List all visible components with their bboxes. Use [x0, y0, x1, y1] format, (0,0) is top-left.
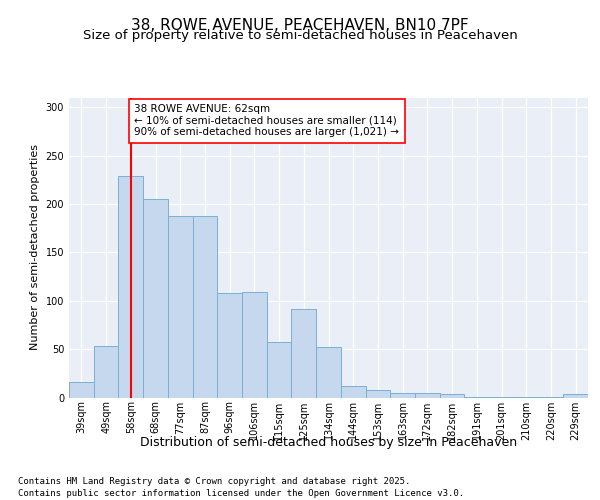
Bar: [464, 396, 489, 398]
Bar: [563, 394, 588, 398]
Bar: [440, 394, 464, 398]
Bar: [242, 292, 267, 398]
Bar: [539, 396, 563, 398]
Y-axis label: Number of semi-detached properties: Number of semi-detached properties: [30, 144, 40, 350]
Bar: [365, 390, 390, 398]
Bar: [143, 199, 168, 398]
Text: 38, ROWE AVENUE, PEACEHAVEN, BN10 7PF: 38, ROWE AVENUE, PEACEHAVEN, BN10 7PF: [131, 18, 469, 32]
Bar: [267, 342, 292, 398]
Text: Size of property relative to semi-detached houses in Peacehaven: Size of property relative to semi-detach…: [83, 29, 517, 42]
Bar: [514, 396, 539, 398]
Bar: [118, 176, 143, 398]
Bar: [217, 293, 242, 398]
Text: Distribution of semi-detached houses by size in Peacehaven: Distribution of semi-detached houses by …: [140, 436, 517, 449]
Bar: [69, 382, 94, 398]
Bar: [94, 346, 118, 398]
Bar: [341, 386, 365, 398]
Bar: [415, 392, 440, 398]
Text: Contains HM Land Registry data © Crown copyright and database right 2025.
Contai: Contains HM Land Registry data © Crown c…: [18, 476, 464, 498]
Bar: [193, 216, 217, 398]
Text: 38 ROWE AVENUE: 62sqm
← 10% of semi-detached houses are smaller (114)
90% of sem: 38 ROWE AVENUE: 62sqm ← 10% of semi-deta…: [134, 104, 400, 138]
Bar: [168, 216, 193, 398]
Bar: [489, 396, 514, 398]
Bar: [292, 310, 316, 398]
Bar: [316, 347, 341, 398]
Bar: [390, 392, 415, 398]
